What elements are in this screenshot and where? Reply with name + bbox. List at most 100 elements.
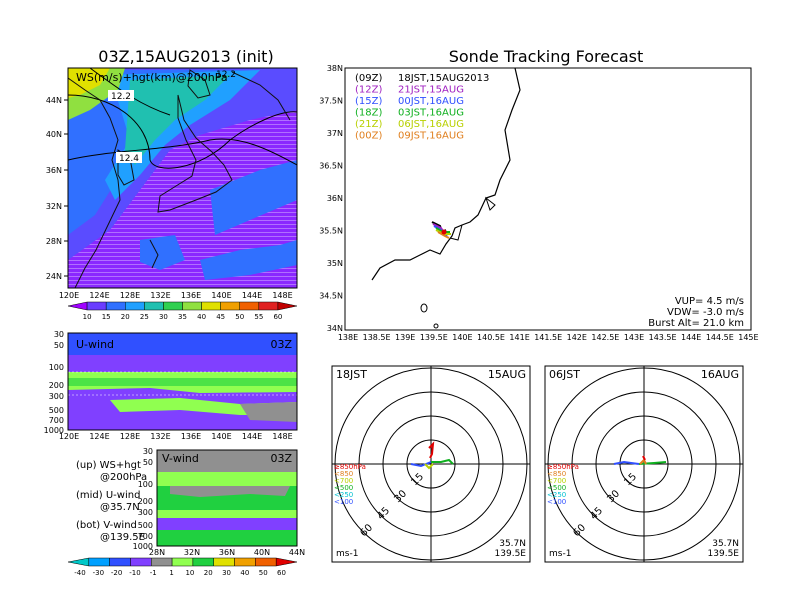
note-bot: (bot) V-wind <box>76 520 137 531</box>
ws-colorbar-swatch <box>239 301 260 311</box>
wind-colorbar-label: -1 <box>150 569 157 577</box>
wind-colorbar-swatch <box>130 557 152 567</box>
hodograph-date: 15AUG <box>488 368 526 381</box>
track-lon-label: 143E <box>624 333 644 342</box>
v-wind-time: 03Z <box>270 452 292 465</box>
pressure-label: 1000 <box>133 542 153 551</box>
hodograph-ring <box>595 415 693 513</box>
pressure-label: 30 <box>143 447 153 456</box>
track-legend-time: 00JST,16AUG <box>398 96 464 107</box>
wind-colorbar-label: 50 <box>259 569 268 577</box>
map-lon-label: 136E <box>181 291 201 300</box>
left-title: 03Z,15AUG2013 (init) <box>98 47 273 66</box>
ws-colorbar: 10 15 20 25 30 35 40 45 50 55 60 <box>67 301 298 321</box>
track-lat-ticks: 38N 37.5N 37N 36.5N 36N 35.5N 35N 34.5N 34N <box>319 64 343 333</box>
ws-colorbar-swatch <box>105 301 126 311</box>
hodograph-unit: ms-1 <box>549 549 571 559</box>
hodograph-time: 06JST <box>549 368 580 381</box>
track-lon-label: 144E <box>681 333 701 342</box>
wind-colorbar: -40 -30 -20 -10 -1 1 10 20 30 40 50 60 <box>67 557 298 577</box>
hodograph-level-label: <700 <box>334 477 353 485</box>
hodograph-lon: 139.5E <box>495 549 527 559</box>
hodograph-unit: ms-1 <box>336 549 358 559</box>
map-lon-label: 144E <box>242 291 262 300</box>
note-mid: (mid) U-wind <box>76 490 140 501</box>
wind-colorbar-swatch <box>88 557 110 567</box>
wind-colorbar-label: -30 <box>93 569 104 577</box>
track-lat-label: 35.5N <box>319 227 343 236</box>
pressure-label: 500 <box>138 521 153 530</box>
map-lat-ticks: 44N 40N 36N 32N 28N 24N <box>46 96 68 281</box>
contour-label-1: 12.2 <box>111 92 131 102</box>
track-lat-label: 34.5N <box>319 292 343 301</box>
wind-colorbar-swatch <box>171 557 194 567</box>
ws-colorbar-label: 30 <box>159 313 168 321</box>
track-lon-label: 143.5E <box>649 333 677 342</box>
wind-colorbar-label: 10 <box>185 569 194 577</box>
hodograph-ring <box>406 439 456 489</box>
pressure-label: 700 <box>138 532 153 541</box>
hodograph-trace <box>642 455 646 461</box>
ws-colorbar-label: 10 <box>83 313 92 321</box>
wind-colorbar-swatch <box>192 557 214 567</box>
track-lat-label: 37.5N <box>319 97 343 106</box>
track-lat-label: 35N <box>327 259 343 268</box>
u-lon-ticks: 120E 124E 128E 132E 136E 140E 144E 148E <box>59 432 293 441</box>
hodograph-ring <box>571 391 717 537</box>
ws-map-panel: WS(m/s)+hgt(km)@200hPa 12.2 12.4 12.2 44… <box>46 67 298 300</box>
track-legend: (09Z) 18JST,15AUG2013 (12Z) 21JST,15AUG (15Z… <box>355 73 489 142</box>
wind-colorbar-swatch <box>275 557 298 567</box>
note-up: (up) WS+hgt <box>76 460 141 471</box>
track-lat-label: 36N <box>327 194 343 203</box>
hodograph-ring <box>547 367 741 561</box>
pressure-label: 30 <box>54 330 64 339</box>
ws-colorbar-label: 40 <box>197 313 206 321</box>
map-lon-label: 128E <box>120 291 140 300</box>
ws-colorbar-swatch <box>86 301 107 311</box>
hodograph-time: 18JST <box>336 368 367 381</box>
pressure-label: 50 <box>143 458 153 467</box>
map-lon-ticks: 120E 124E 128E 132E 136E 140E 144E 148E <box>59 291 293 300</box>
sonde-tracks <box>431 221 451 239</box>
track-legend-code: (00Z) <box>355 131 382 142</box>
map-lat-label: 44N <box>46 96 62 105</box>
ws-colorbar-swatch <box>144 301 164 311</box>
wind-colorbar-label: -40 <box>74 569 85 577</box>
track-lon-label: 141E <box>509 333 529 342</box>
wind-colorbar-swatch <box>109 557 131 567</box>
track-legend-time: 06JST,16AUG <box>398 119 464 130</box>
track-legend-code: (15Z) <box>355 96 382 107</box>
hodograph-ring <box>619 439 669 489</box>
u-lon-label: 120E <box>59 432 79 441</box>
note-bot-level: @139.5E <box>100 532 145 543</box>
ws-colorbar-label: 60 <box>273 313 282 321</box>
track-lon-label: 142.5E <box>591 333 619 342</box>
track-lon-label: 138.5E <box>363 333 391 342</box>
hodograph-level-label: <850 <box>547 470 566 478</box>
vdw-info: VDW= -3.0 m/s <box>667 307 744 318</box>
hodograph-level-label: <500 <box>334 484 353 492</box>
u-lon-label: 140E <box>211 432 231 441</box>
ws-colorbar-swatch <box>163 301 183 311</box>
u-lon-label: 136E <box>181 432 201 441</box>
pressure-label: 200 <box>49 381 64 390</box>
hodograph-trace <box>424 463 434 470</box>
hodograph-level-label: <500 <box>547 484 566 492</box>
contour-label-2: 12.4 <box>119 154 139 164</box>
ws-colorbar-swatch <box>258 301 279 311</box>
track-lon-label: 139.5E <box>420 333 448 342</box>
track-lon-label: 142E <box>567 333 587 342</box>
track-legend-code: (12Z) <box>355 85 382 96</box>
track-legend-code: (21Z) <box>355 119 382 130</box>
ws-colorbar-swatch <box>277 301 298 311</box>
u-wind-time: 03Z <box>270 338 292 351</box>
hodograph-ring <box>358 391 504 537</box>
track-lon-label: 141.5E <box>534 333 562 342</box>
wind-colorbar-swatch <box>234 557 256 567</box>
hodograph-level-label: <250 <box>547 491 566 499</box>
v-lat-label: 44N <box>289 548 305 557</box>
hodograph-level-label: <850 <box>334 470 353 478</box>
pressure-label: 100 <box>138 480 153 489</box>
